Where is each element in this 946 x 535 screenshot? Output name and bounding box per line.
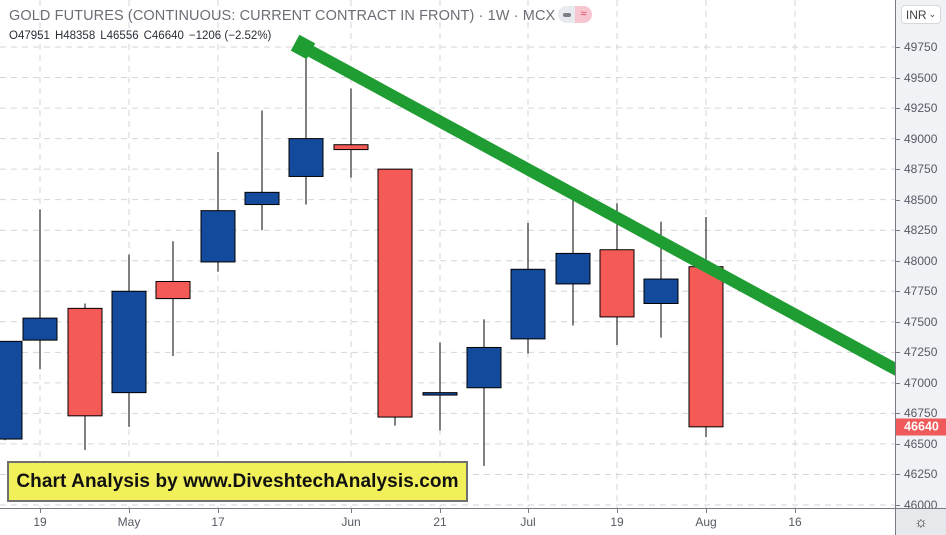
- candle-body: [22, 317, 58, 341]
- price-tick-mark: [896, 474, 900, 476]
- candlestick-chart: [0, 0, 895, 508]
- price-tick-mark: [896, 352, 900, 354]
- candle-body: [377, 168, 413, 418]
- price-tick-label: 49750: [904, 40, 938, 54]
- price-tick-label: 47000: [904, 375, 938, 390]
- price-tick-mark: [896, 77, 900, 79]
- candle-body: [200, 210, 236, 263]
- date-label: Jun: [341, 515, 361, 529]
- currency-label: INR: [905, 7, 927, 22]
- price-tick-mark: [896, 169, 900, 171]
- date-label: May: [117, 515, 141, 529]
- price-tick-mark: [896, 230, 900, 232]
- price-tick-label: 46500: [904, 436, 938, 451]
- candle-body: [0, 340, 23, 440]
- candle-body: [599, 249, 635, 318]
- trend-arrow-tail: [290, 34, 316, 60]
- price-tick-mark: [896, 291, 900, 293]
- candle-body: [111, 290, 147, 394]
- high-value: H48358: [54, 30, 96, 42]
- trend-arrow: [300, 41, 895, 376]
- open-value: O47951: [9, 30, 50, 42]
- price-tick-mark: [896, 321, 900, 323]
- date-label: 21: [433, 515, 447, 529]
- price-tick-label: 49000: [904, 131, 938, 146]
- price-tick-label: 48750: [904, 162, 938, 177]
- low-value: L46556: [100, 30, 139, 42]
- candle-body: [333, 144, 369, 151]
- date-tick-mark: [218, 509, 219, 513]
- date-label: Aug: [695, 515, 717, 529]
- price-tick-label: 48250: [904, 223, 938, 238]
- price-tick-label: 46750: [904, 406, 938, 421]
- price-tick-label: 49500: [904, 70, 938, 85]
- price-tick-label: 48500: [904, 192, 938, 207]
- candle-body: [643, 278, 679, 304]
- candle-body: [422, 392, 458, 396]
- price-tick-label: 48000: [904, 253, 938, 268]
- date-label: 17: [211, 515, 225, 529]
- price-tick-label: 46250: [904, 467, 938, 482]
- candle-body: [155, 280, 191, 300]
- chart-plot-area[interactable]: GOLD FUTURES (CONTINUOUS: CURRENT CONTRA…: [0, 0, 895, 508]
- approx-icon[interactable]: ≈: [575, 6, 592, 23]
- candle-body: [688, 266, 724, 428]
- price-tick-mark: [896, 199, 900, 201]
- date-tick-mark: [528, 509, 529, 513]
- price-tick-mark: [896, 505, 900, 506]
- ohlc-legend: O47951 H48358 L46556 C46640 −1206 (−2.52%): [9, 30, 276, 42]
- price-tick-label: 47500: [904, 314, 938, 329]
- candle-body: [555, 252, 591, 285]
- currency-selector[interactable]: INR ⌄: [901, 5, 941, 24]
- date-tick-mark: [706, 509, 707, 513]
- date-label: Jul: [520, 515, 536, 529]
- change-value: −1206 (−2.52%): [188, 30, 272, 42]
- date-tick-mark: [795, 509, 796, 513]
- price-tick-mark: [896, 138, 900, 140]
- date-label: 16: [788, 515, 802, 529]
- settings-icon[interactable]: ☼: [895, 508, 946, 535]
- date-tick-mark: [440, 509, 441, 513]
- price-axis[interactable]: INR ⌄ 49750 49500 49250 49000 48750 48500 48250…: [895, 0, 946, 512]
- price-tick-mark: [896, 47, 900, 48]
- date-label: 19: [33, 515, 47, 529]
- candle-body: [244, 191, 280, 206]
- date-tick-mark: [40, 509, 41, 513]
- candle-body: [510, 268, 546, 340]
- date-tick-mark: [129, 509, 130, 513]
- price-tick-label: 49250: [904, 101, 938, 116]
- candle-body: [466, 346, 502, 389]
- candle-body: [67, 307, 103, 417]
- price-tick-mark: [896, 443, 900, 445]
- chevron-down-icon: ⌄: [928, 9, 937, 19]
- price-tick-label: 47750: [904, 284, 938, 299]
- time-axis[interactable]: 19 May 17 Jun 21 Jul 19 Aug 16: [0, 508, 895, 535]
- date-label: 19: [610, 515, 624, 529]
- indicator-toggle-pill[interactable]: ≈: [558, 6, 592, 23]
- dash-icon[interactable]: [558, 6, 575, 23]
- price-tick-mark: [896, 382, 900, 384]
- candle-body: [288, 138, 324, 177]
- price-tick-label: 47250: [904, 345, 938, 360]
- symbol-title[interactable]: GOLD FUTURES (CONTINUOUS: CURRENT CONTRA…: [9, 8, 556, 24]
- close-value: C46640: [143, 30, 184, 42]
- price-tick-mark: [896, 108, 900, 110]
- watermark-banner: Chart Analysis by www.DiveshtechAnalysis…: [7, 461, 468, 502]
- date-tick-mark: [351, 509, 352, 513]
- date-tick-mark: [617, 509, 618, 513]
- price-tick-mark: [896, 413, 900, 415]
- current-price-tag: 46640: [896, 418, 946, 436]
- price-tick-mark: [896, 260, 900, 262]
